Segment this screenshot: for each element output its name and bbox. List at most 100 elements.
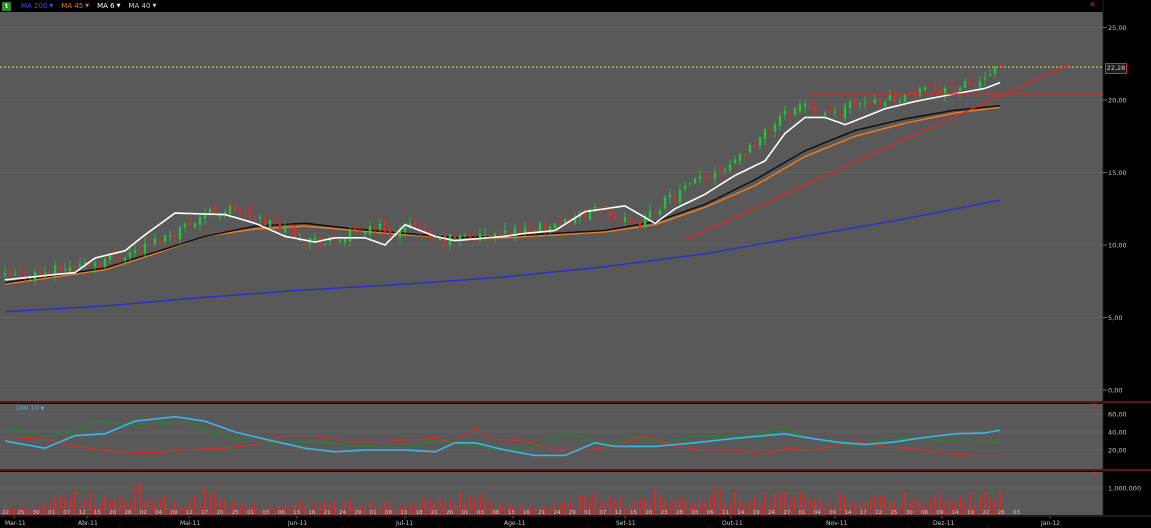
volume-bar	[749, 500, 751, 515]
volume-bar	[989, 496, 991, 515]
x-day-tick-label: 22	[875, 510, 882, 516]
candle-body	[763, 128, 767, 140]
volume-bar	[649, 502, 651, 515]
candle-body	[68, 267, 72, 272]
candle-body	[483, 234, 487, 236]
ma200-legend[interactable]: MA 200 ▼	[21, 2, 53, 11]
x-day-tick-label: 14	[737, 510, 744, 516]
x-day-tick-label: 18	[416, 510, 423, 516]
volume-bar	[74, 490, 76, 515]
ma45-legend[interactable]: MA 45 ▼	[61, 2, 89, 11]
volume-bar	[549, 506, 551, 515]
volume-bar	[399, 506, 401, 515]
volume-bar	[644, 497, 646, 515]
x-day-tick-label: 11	[722, 510, 729, 516]
candle-body	[583, 209, 587, 218]
volume-bar	[654, 489, 656, 515]
volume-bar	[899, 504, 901, 515]
price-panel-settings-icon[interactable]: ⊠	[1090, 2, 1095, 8]
candle-body	[803, 103, 807, 107]
dmi-legend[interactable]: DMI 10 ▼	[16, 404, 44, 413]
chart-logo-icon: t	[2, 2, 11, 11]
volume-bar	[739, 500, 741, 515]
candle-body	[728, 164, 732, 171]
volume-bar	[579, 495, 581, 515]
volume-bar	[114, 500, 116, 515]
volume-bar	[404, 505, 406, 515]
x-day-tick-label: 28	[676, 510, 683, 516]
volume-bar	[539, 508, 541, 515]
candle-body	[773, 124, 777, 132]
volume-bar	[169, 507, 171, 515]
volume-bar	[599, 501, 601, 515]
volume-bar	[594, 493, 596, 515]
volume-bar	[119, 495, 121, 515]
trendlines[interactable]	[684, 63, 1103, 241]
candle-body	[723, 168, 727, 170]
volume-bar	[309, 508, 311, 515]
candle-body	[658, 210, 662, 215]
volume-bars	[4, 483, 1001, 515]
volume-bar	[699, 500, 701, 515]
candle-body	[673, 196, 677, 199]
candle-body	[413, 221, 417, 229]
dmi-minus-series	[4, 427, 1000, 456]
volume-bar	[519, 504, 521, 515]
price-tick-label: 0,00	[1108, 387, 1122, 395]
volume-bar	[199, 504, 201, 515]
dmi-panel-settings-icon[interactable]: ⊠	[1092, 403, 1097, 409]
ma40-legend[interactable]: MA 40 ▼	[128, 2, 156, 11]
volume-bar	[144, 501, 146, 515]
volume-bar	[709, 495, 711, 515]
volume-bar	[659, 494, 661, 515]
candle-body	[388, 229, 392, 237]
candle-body	[863, 102, 867, 104]
volume-bar	[509, 503, 511, 515]
candle-body	[593, 206, 597, 208]
candle-body	[988, 74, 992, 76]
x-day-tick-label: 14	[845, 510, 852, 516]
volume-bar	[959, 496, 961, 515]
volume-bar	[844, 495, 846, 515]
x-day-tick-label: 28	[998, 510, 1005, 516]
x-month-tick-label: Dez-11	[933, 520, 954, 527]
x-day-tick-label: 26	[446, 510, 453, 516]
volume-bar	[249, 506, 251, 515]
volume-panel-settings-icon[interactable]: ⊠	[1092, 472, 1097, 478]
ma6-legend[interactable]: MA 6 ▼	[97, 2, 120, 11]
volume-bar	[274, 507, 276, 515]
volume-bar	[869, 500, 871, 515]
candle-body	[93, 262, 97, 267]
x-day-tick-label: 06	[707, 510, 714, 516]
volume-bar	[109, 500, 111, 515]
x-month-tick-label: Abr-11	[78, 520, 98, 527]
x-day-tick-label: 03	[262, 510, 269, 516]
volume-bar	[754, 496, 756, 515]
x-day-tick-label: 01	[48, 510, 55, 516]
volume-bar	[9, 507, 11, 515]
candle-body	[823, 112, 827, 116]
support-trendline[interactable]	[684, 63, 1071, 241]
indicator-toolbar: t MA 200 ▼ MA 45 ▼ MA 6 ▼ MA 40 ▼	[2, 1, 156, 12]
x-month-tick-label: Jan-12	[1040, 520, 1060, 527]
volume-bar	[344, 502, 346, 515]
candle-body	[458, 235, 462, 240]
volume-bar	[189, 500, 191, 515]
volume-bar	[264, 509, 266, 515]
candle-body	[553, 223, 557, 229]
volume-bar	[174, 502, 176, 515]
candle-body	[288, 225, 292, 227]
candle-body	[238, 208, 242, 213]
x-day-tick-label: 21	[538, 510, 545, 516]
volume-bar	[904, 491, 906, 515]
volume-bar	[814, 499, 816, 515]
candle-body	[868, 103, 872, 105]
dmi-axis: 60,00 40,00 20,00	[1108, 411, 1127, 455]
volume-bar	[129, 501, 131, 515]
volume-bar	[479, 493, 481, 515]
x-day-tick-label: 07	[599, 510, 606, 516]
volume-bar	[729, 502, 731, 515]
volume-bar	[54, 497, 56, 515]
symbol-selector[interactable]: t	[2, 2, 13, 11]
